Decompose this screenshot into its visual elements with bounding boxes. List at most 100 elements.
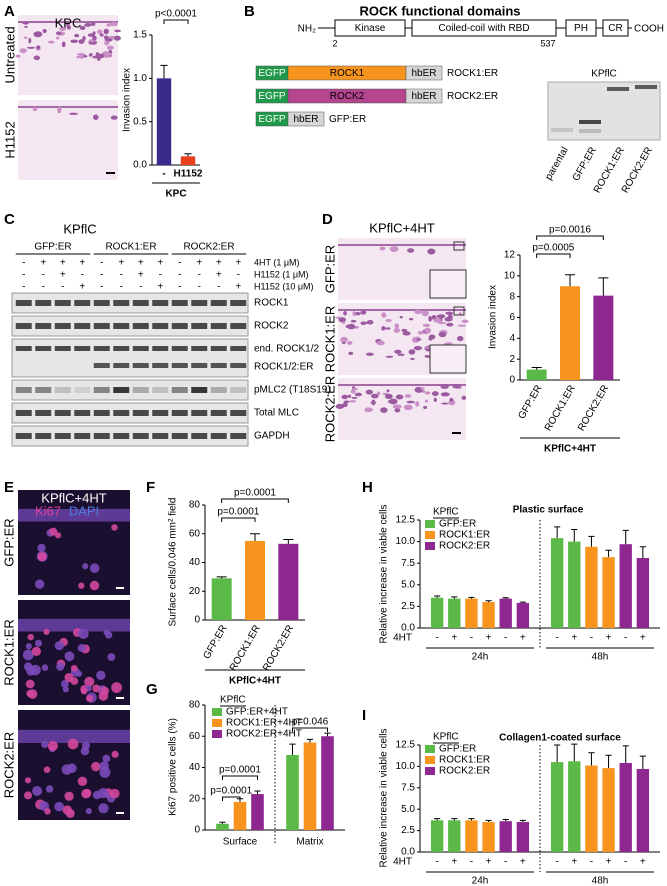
treatment-sign: -: [120, 270, 123, 281]
y-tick-label: 12: [504, 250, 516, 261]
cell: [404, 394, 412, 398]
panel-letter: F: [146, 479, 155, 496]
blot-band: [35, 410, 52, 416]
row-label: ROCK1:ER: [322, 306, 337, 372]
cell: [436, 314, 446, 319]
cell: [449, 398, 454, 402]
nucleus: [109, 788, 120, 799]
condition-sign: +: [606, 857, 612, 868]
blot-band: [579, 120, 601, 124]
y-tick-label: 5.0: [401, 804, 415, 815]
cell: [104, 40, 110, 46]
p-value: p=0.0016: [549, 225, 591, 236]
blot-band: [230, 387, 247, 393]
cell: [19, 48, 27, 54]
blot-band: [191, 346, 208, 351]
surface-layer: [18, 618, 130, 632]
cell: [104, 35, 109, 40]
c-terminus: COOH: [634, 24, 664, 35]
cell: [461, 319, 469, 324]
bar: [321, 736, 334, 830]
cell: [33, 55, 41, 61]
cell: [350, 389, 356, 394]
cell: [425, 399, 429, 403]
blot-band: [210, 387, 227, 393]
cell: [446, 322, 454, 327]
cell: [342, 402, 348, 408]
blot-band: [171, 363, 188, 368]
legend-label: ROCK1:ER: [439, 530, 490, 541]
cell: [61, 41, 66, 48]
x-tick-label: 48h: [592, 876, 609, 886]
blot-band: [54, 410, 71, 416]
cell: [399, 315, 403, 319]
treatment-sign: +: [138, 270, 144, 281]
nucleus: [77, 643, 86, 652]
blot-band: [132, 300, 149, 306]
y-tick-label: 4: [509, 333, 515, 344]
cell: [76, 52, 86, 56]
y-tick-label: 60: [189, 528, 201, 539]
bar: [180, 156, 196, 165]
inset: [429, 269, 467, 299]
nucleus: [27, 633, 34, 641]
lane-label: parental: [543, 145, 571, 182]
bar: [526, 369, 547, 380]
x-tick-label: ROCK1:ER: [543, 383, 578, 433]
legend-label: ROCK1:ER: [439, 755, 490, 766]
cell: [414, 309, 423, 314]
nucleus: [32, 785, 43, 797]
cell: [452, 383, 462, 389]
y-tick-label: 0: [509, 375, 515, 386]
blot-band: [93, 387, 110, 393]
nucleus: [67, 738, 79, 750]
error-bar: [451, 596, 458, 599]
p-value: p=0.046: [292, 717, 329, 728]
blot-band: [93, 300, 110, 306]
bar: [430, 597, 444, 628]
cell: [415, 401, 420, 407]
treatment-sign: -: [61, 282, 64, 293]
cell: [376, 340, 385, 346]
cell: [422, 323, 431, 328]
condition-sign: +: [486, 633, 492, 644]
condition-sign: +: [571, 633, 577, 644]
treatment-sign: -: [22, 282, 25, 293]
significance-bracket: [536, 235, 604, 240]
error-bar: [250, 533, 260, 541]
tissue-surface: [18, 106, 118, 108]
nucleus: [107, 653, 116, 661]
surface-layer: [18, 729, 130, 743]
panel-letter: I: [362, 707, 366, 724]
construct-part: [287, 111, 325, 127]
nucleus: [100, 686, 109, 696]
condition-sign: +: [520, 633, 526, 644]
chart-title: Collagen1-coated surface: [499, 733, 621, 744]
y-axis-label: Ki67 positive cells (%): [168, 718, 179, 816]
nucleus: [64, 672, 74, 683]
cell: [22, 21, 29, 25]
blot: [11, 379, 249, 401]
blot: [11, 292, 249, 314]
blot-band: [210, 346, 227, 351]
nucleus: [85, 807, 92, 815]
group-label: GFP:ER: [34, 242, 71, 253]
cell: [70, 39, 78, 43]
nucleus: [34, 639, 43, 647]
cell: [437, 321, 447, 325]
panel-letter: C: [4, 211, 15, 228]
panel-letter: B: [244, 3, 255, 20]
cell: [395, 394, 404, 400]
bar: [430, 820, 444, 852]
nucleus: [89, 563, 100, 573]
blot-band: [607, 87, 629, 91]
cell: [56, 36, 60, 40]
panel-letter: H: [362, 479, 373, 496]
condition-label: 4HT: [393, 857, 412, 868]
group-label: ROCK1:ER: [105, 242, 156, 253]
construct-part-label: EGFP: [258, 91, 286, 102]
cell: [420, 387, 425, 390]
row-label: GFP:ER: [1, 518, 16, 566]
blot-band: [191, 433, 208, 439]
cell: [69, 112, 79, 115]
